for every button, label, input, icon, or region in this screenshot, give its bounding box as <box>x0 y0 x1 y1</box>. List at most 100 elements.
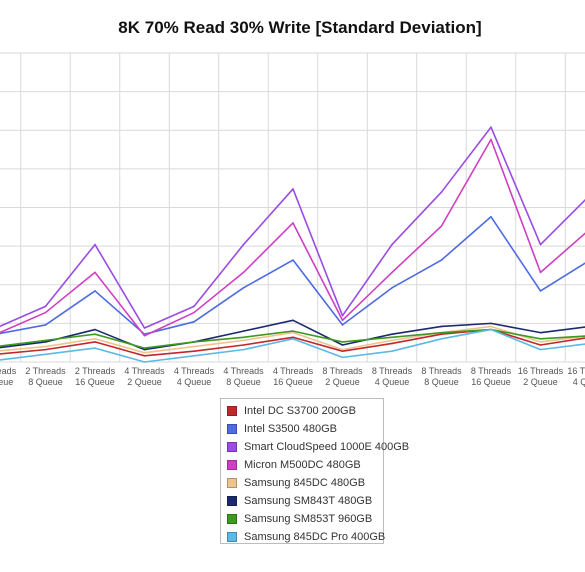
data-point <box>94 243 96 246</box>
data-point <box>143 351 146 354</box>
x-tick-label: 8 Queue <box>28 377 63 387</box>
data-point <box>94 290 96 292</box>
data-point <box>539 344 542 346</box>
data-point <box>539 348 542 351</box>
legend-label: Samsung SM853T 960GB <box>244 513 373 525</box>
legend-label: Samsung 845DC 480GB <box>244 477 366 489</box>
legend-label: Samsung SM843T 480GB <box>244 495 373 507</box>
data-point <box>391 333 393 335</box>
legend-label: Samsung 845DC Pro 400GB <box>244 531 386 543</box>
data-point <box>44 341 47 343</box>
x-tick-label: 8 Threads <box>471 366 512 376</box>
data-point <box>539 331 542 334</box>
series-5 <box>0 325 585 354</box>
x-tick-label: 4 Threads <box>174 366 215 376</box>
x-tick-label: 8 Threads <box>421 366 462 376</box>
data-point <box>242 271 245 274</box>
data-point <box>490 215 492 218</box>
data-point <box>143 347 146 349</box>
legend: Intel DC S3700 200GB Intel S3500 480GB Sma… <box>220 398 409 544</box>
chart-title: 8K 70% Read 30% Write [Standard Deviatio… <box>118 18 482 37</box>
data-point <box>44 353 47 356</box>
legend-swatch <box>227 496 237 506</box>
data-point <box>490 126 492 128</box>
data-point <box>490 322 492 325</box>
data-point <box>391 339 393 342</box>
x-tick-label: 2 Queue <box>523 377 558 387</box>
data-point <box>44 339 47 342</box>
data-point <box>539 338 542 340</box>
legend-swatch <box>227 424 237 434</box>
data-point <box>44 324 47 326</box>
data-point <box>94 333 96 335</box>
x-tick-label: 16 Queue <box>471 377 511 387</box>
data-point <box>292 338 294 340</box>
data-point <box>490 325 492 328</box>
legend-swatch <box>227 478 237 488</box>
data-point <box>143 334 146 337</box>
data-point <box>391 243 393 246</box>
legend-swatch <box>227 460 237 470</box>
x-tick-label: 2 Queue <box>127 377 162 387</box>
legend-label: Micron M500DC 480GB <box>244 459 361 471</box>
legend-item: Intel DC S3700 200GB <box>227 402 383 420</box>
data-point <box>292 336 294 339</box>
x-tick-label: 4 Queue <box>0 377 13 387</box>
vertical-gridlines <box>20 53 566 362</box>
data-point <box>341 314 344 317</box>
data-point <box>292 222 294 224</box>
data-point <box>94 347 96 349</box>
data-point <box>193 305 195 308</box>
data-point <box>391 336 393 339</box>
data-point <box>94 341 96 343</box>
data-point <box>292 330 294 332</box>
data-point <box>391 350 393 352</box>
legend-swatch <box>227 442 237 452</box>
horizontal-gridlines <box>0 52 585 363</box>
x-tick-label: 4 Threads <box>124 366 165 376</box>
legend-label: Smart CloudSpeed 1000E 400GB <box>244 441 410 453</box>
x-tick-label: 4 Queue <box>375 377 410 387</box>
data-point <box>341 348 344 351</box>
data-point <box>193 321 195 323</box>
x-tick-label: 16 Queue <box>273 377 313 387</box>
data-point <box>242 344 245 346</box>
data-point <box>539 290 542 292</box>
legend-swatch <box>227 532 237 542</box>
data-point <box>292 188 294 190</box>
legend-item: Samsung 845DC 480GB <box>227 474 383 492</box>
data-point <box>44 305 47 308</box>
series-8 <box>0 328 585 363</box>
data-point <box>440 338 443 340</box>
data-point <box>193 311 195 314</box>
data-point <box>440 325 443 328</box>
data-point <box>341 350 344 352</box>
data-point <box>440 333 443 335</box>
data-point <box>242 287 245 289</box>
data-point <box>242 339 245 342</box>
data-point <box>391 287 393 289</box>
data-point <box>341 324 344 326</box>
data-point <box>440 225 443 227</box>
series-3 <box>0 126 585 329</box>
data-point <box>143 327 146 329</box>
data-point <box>391 271 393 274</box>
data-point <box>341 319 344 322</box>
x-tick-label: 4 Queue <box>573 377 585 387</box>
data-point <box>94 271 96 274</box>
data-point <box>94 338 96 340</box>
series-4 <box>0 138 585 337</box>
data-point <box>292 319 294 322</box>
data-point <box>292 259 294 261</box>
x-tick-label: 2 Threads <box>0 366 17 376</box>
data-point <box>44 311 47 314</box>
x-tick-label: 8 Queue <box>226 377 261 387</box>
legend-item: Samsung SM853T 960GB <box>227 510 383 528</box>
data-point <box>193 350 195 352</box>
x-tick-label: 16 Threads <box>567 366 585 376</box>
data-point <box>94 328 96 331</box>
data-point <box>292 331 294 334</box>
data-point <box>341 344 344 346</box>
